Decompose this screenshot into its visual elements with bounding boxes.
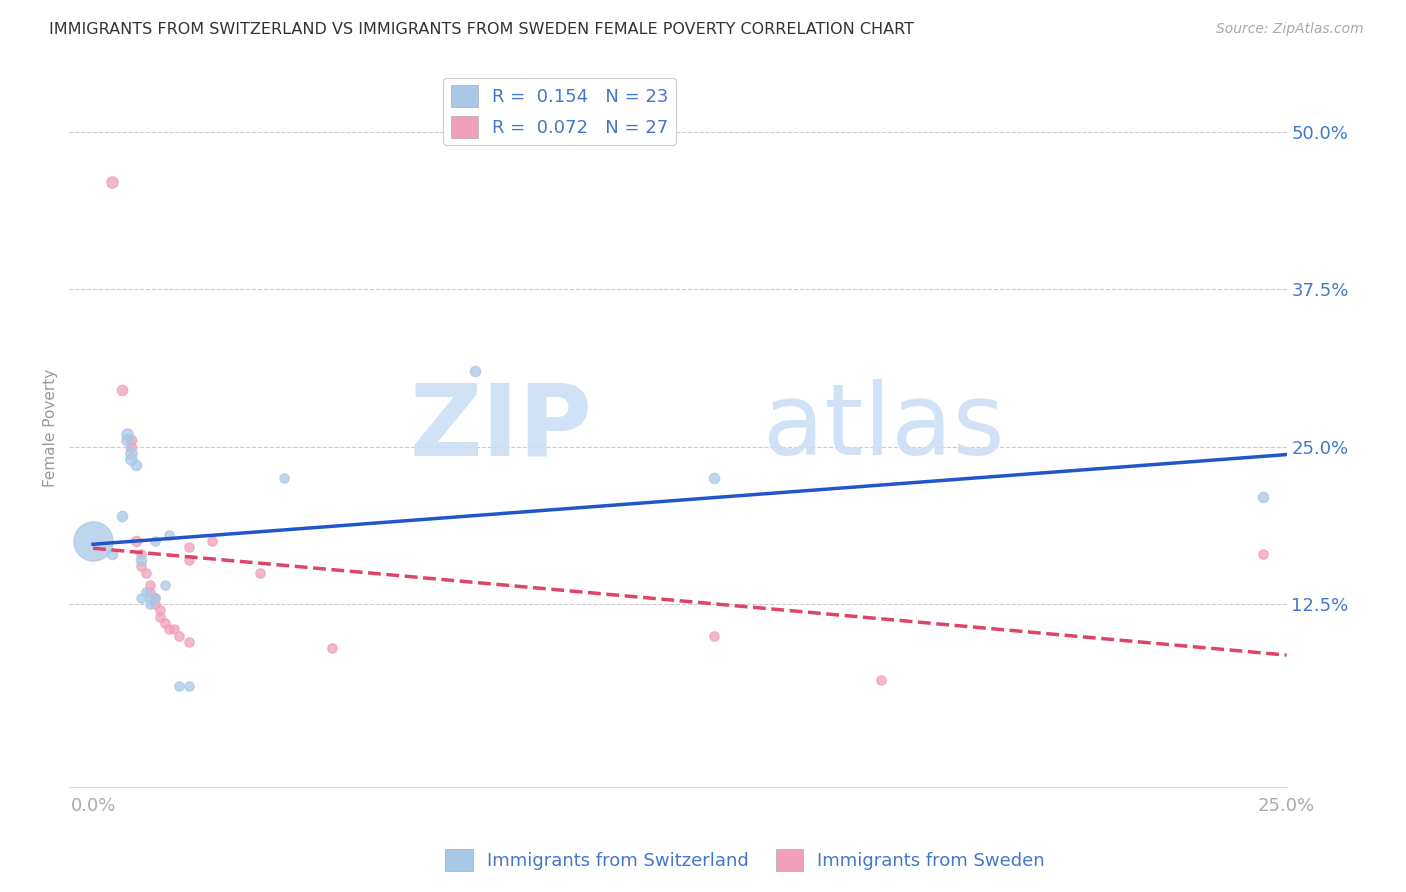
- Point: [143, 591, 166, 605]
- Point: [153, 615, 176, 630]
- Point: [149, 603, 172, 617]
- Point: [125, 458, 148, 473]
- Point: [177, 635, 200, 649]
- Legend: Immigrants from Switzerland, Immigrants from Sweden: Immigrants from Switzerland, Immigrants …: [439, 842, 1052, 879]
- Y-axis label: Female Poverty: Female Poverty: [44, 368, 58, 487]
- Point: [139, 584, 162, 599]
- Point: [115, 434, 138, 448]
- Point: [249, 566, 271, 580]
- Point: [120, 446, 142, 460]
- Point: [177, 541, 200, 555]
- Point: [149, 609, 172, 624]
- Point: [201, 534, 224, 549]
- Point: [1251, 490, 1274, 504]
- Point: [111, 508, 134, 523]
- Point: [135, 566, 157, 580]
- Point: [167, 629, 190, 643]
- Point: [139, 597, 162, 611]
- Point: [153, 578, 176, 592]
- Point: [464, 364, 486, 378]
- Point: [159, 528, 181, 542]
- Point: [143, 597, 166, 611]
- Point: [869, 673, 891, 687]
- Point: [1251, 547, 1274, 561]
- Text: Source: ZipAtlas.com: Source: ZipAtlas.com: [1216, 22, 1364, 37]
- Point: [321, 641, 343, 656]
- Point: [120, 440, 142, 454]
- Point: [129, 547, 152, 561]
- Point: [159, 623, 181, 637]
- Point: [703, 471, 725, 485]
- Point: [129, 553, 152, 567]
- Point: [125, 534, 148, 549]
- Point: [120, 434, 142, 448]
- Point: [177, 679, 200, 693]
- Point: [115, 427, 138, 442]
- Point: [129, 559, 152, 574]
- Point: [129, 591, 152, 605]
- Text: IMMIGRANTS FROM SWITZERLAND VS IMMIGRANTS FROM SWEDEN FEMALE POVERTY CORRELATION: IMMIGRANTS FROM SWITZERLAND VS IMMIGRANT…: [49, 22, 914, 37]
- Text: ZIP: ZIP: [409, 379, 593, 476]
- Point: [177, 553, 200, 567]
- Point: [143, 591, 166, 605]
- Point: [120, 452, 142, 467]
- Point: [82, 534, 104, 549]
- Point: [273, 471, 295, 485]
- Point: [101, 547, 124, 561]
- Text: atlas: atlas: [763, 379, 1005, 476]
- Point: [167, 679, 190, 693]
- Point: [101, 175, 124, 189]
- Legend: R =  0.154   N = 23, R =  0.072   N = 27: R = 0.154 N = 23, R = 0.072 N = 27: [443, 78, 676, 145]
- Point: [139, 591, 162, 605]
- Point: [139, 578, 162, 592]
- Point: [111, 383, 134, 397]
- Point: [163, 623, 186, 637]
- Point: [143, 534, 166, 549]
- Point: [135, 584, 157, 599]
- Point: [703, 629, 725, 643]
